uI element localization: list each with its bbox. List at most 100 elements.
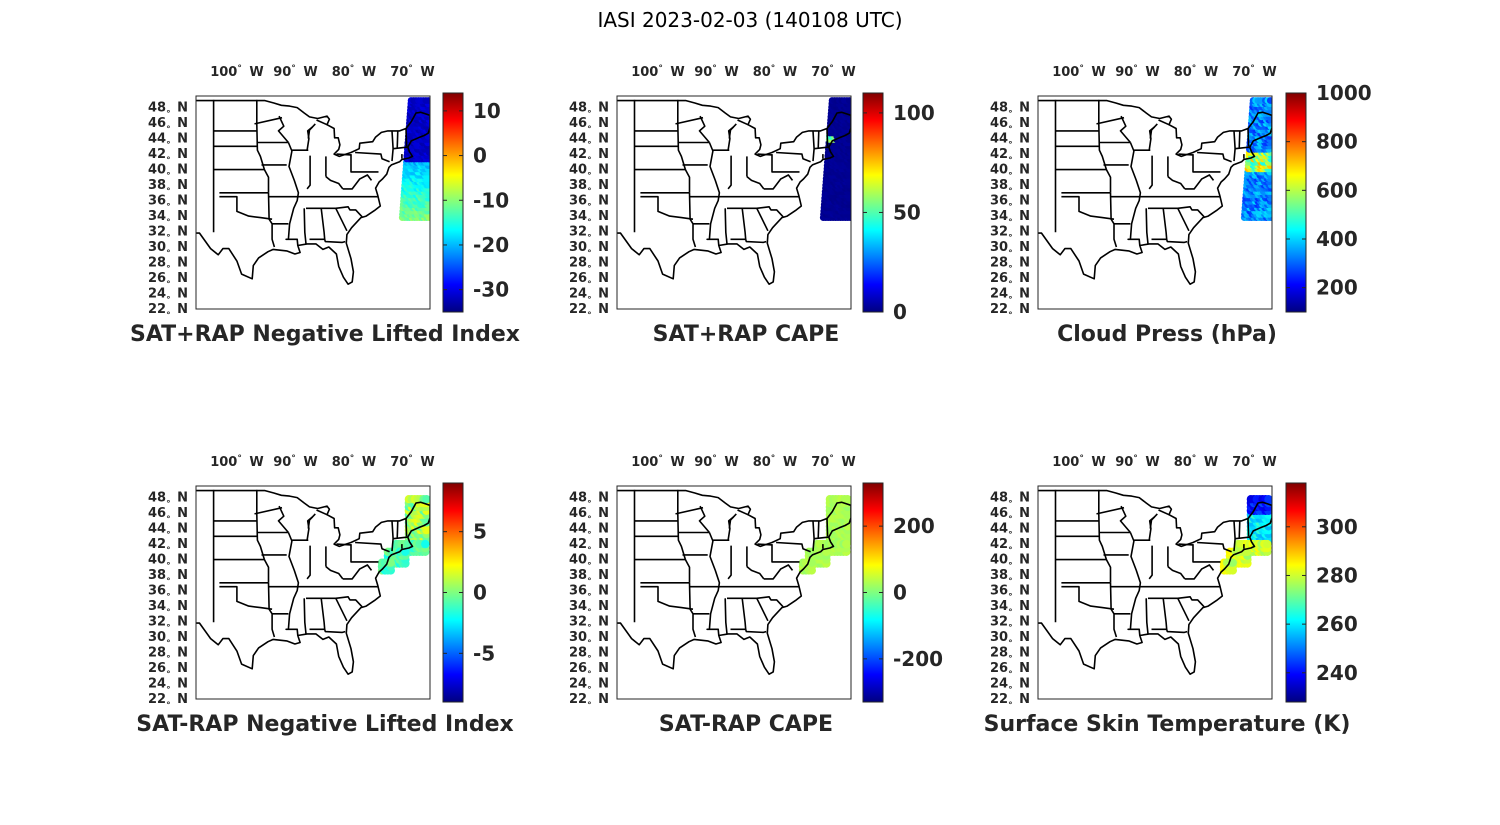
map-frame xyxy=(1037,485,1273,700)
lat-tick-label: 26° N xyxy=(990,661,1030,680)
colorbar-tick-label: 260 xyxy=(1316,612,1358,636)
lat-tick-label: 30° N xyxy=(148,630,188,649)
colorbar-tick-label: 50 xyxy=(893,200,921,224)
state-border xyxy=(1197,151,1232,163)
colorbar-tick-label: 5 xyxy=(473,520,487,544)
state-border xyxy=(335,597,348,622)
state-border xyxy=(640,585,694,610)
state-border xyxy=(219,585,273,610)
footprint-point xyxy=(842,539,851,549)
map-frame xyxy=(195,95,431,310)
state-border xyxy=(1119,115,1132,144)
state-border xyxy=(306,545,311,580)
colorbar xyxy=(442,92,464,313)
lat-tick-label: 36° N xyxy=(148,584,188,603)
lat-tick-label: 38° N xyxy=(148,568,188,587)
state-border xyxy=(285,532,300,636)
lat-tick-label: 46° N xyxy=(990,506,1030,525)
state-border xyxy=(1167,175,1186,190)
state-border xyxy=(706,532,721,636)
us-coastline xyxy=(617,99,851,285)
state-border xyxy=(814,146,829,150)
state-border xyxy=(393,146,408,150)
lat-tick-label: 34° N xyxy=(990,599,1030,618)
lat-tick-label: 32° N xyxy=(990,615,1030,634)
state-border xyxy=(325,175,344,190)
lon-tick-label: 70° W xyxy=(1232,454,1276,470)
state-border xyxy=(763,174,794,190)
colorbar-tick-label: -5 xyxy=(473,641,495,665)
lon-tick-label: 90° W xyxy=(1115,454,1159,470)
lat-tick-label: 34° N xyxy=(990,209,1030,228)
lat-tick-label: 26° N xyxy=(990,271,1030,290)
lat-tick-label: 42° N xyxy=(148,147,188,166)
state-border xyxy=(1197,541,1232,553)
state-border xyxy=(724,598,728,634)
state-border xyxy=(1178,153,1194,156)
lat-tick-label: 42° N xyxy=(148,537,188,556)
lon-tick-label: 80° W xyxy=(332,454,376,470)
lat-tick-label: 38° N xyxy=(990,178,1030,197)
lat-tick-label: 32° N xyxy=(148,615,188,634)
lat-tick-label: 46° N xyxy=(569,116,609,135)
state-boundaries xyxy=(196,489,430,675)
state-border xyxy=(1235,146,1250,150)
map-frame xyxy=(616,485,852,700)
lat-tick-label: 26° N xyxy=(148,271,188,290)
state-border xyxy=(737,119,749,126)
state-border xyxy=(1192,154,1221,173)
state-border xyxy=(1233,520,1236,552)
state-border xyxy=(1127,142,1142,246)
lat-tick-label: 30° N xyxy=(569,240,609,259)
state-border xyxy=(342,564,373,580)
lat-tick-label: 44° N xyxy=(990,522,1030,541)
lat-tick-label: 40° N xyxy=(569,163,609,182)
state-border xyxy=(256,489,266,560)
colorbar-tick-label: 200 xyxy=(1316,276,1358,300)
lat-tick-label: 46° N xyxy=(148,116,188,135)
lat-tick-label: 24° N xyxy=(569,287,609,306)
lat-tick-label: 28° N xyxy=(569,256,609,275)
colorbar-tick-label: 600 xyxy=(1316,178,1358,202)
state-border xyxy=(1098,99,1108,170)
lat-tick-label: 26° N xyxy=(148,661,188,680)
lat-tick-label: 40° N xyxy=(148,553,188,572)
state-border xyxy=(1184,564,1215,580)
footprint-point xyxy=(1264,495,1272,504)
state-border xyxy=(1151,208,1168,241)
lat-tick-label: 46° N xyxy=(148,506,188,525)
panel-title: Cloud Press (hPa) xyxy=(1057,322,1277,347)
state-border xyxy=(306,126,313,151)
state-border xyxy=(306,206,363,218)
state-border xyxy=(1098,489,1108,560)
lat-tick-label: 24° N xyxy=(990,677,1030,696)
lat-tick-label: 46° N xyxy=(990,116,1030,135)
colorbar-tick-label: 1000 xyxy=(1316,81,1372,105)
footprint-point xyxy=(1263,539,1272,549)
state-border xyxy=(730,208,747,241)
lat-tick-label: 26° N xyxy=(569,271,609,290)
state-border xyxy=(1148,206,1205,218)
state-border xyxy=(263,169,270,193)
colorbar xyxy=(1285,92,1307,313)
lat-tick-label: 28° N xyxy=(990,646,1030,665)
state-border xyxy=(1148,596,1205,608)
lat-tick-label: 42° N xyxy=(569,147,609,166)
state-boundaries xyxy=(196,99,430,285)
lon-tick-label: 80° W xyxy=(753,64,797,80)
colorbar-tick-label: 100 xyxy=(893,101,935,125)
lon-tick-label: 90° W xyxy=(694,454,738,470)
map-panel: 100° W 90° W 80° W 70° W 48° N46° N44° N42° … xyxy=(569,64,935,347)
lon-tick-label: 70° W xyxy=(811,64,855,80)
lat-tick-label: 40° N xyxy=(990,163,1030,182)
state-border xyxy=(677,489,687,560)
state-border xyxy=(309,208,326,241)
lat-tick-label: 48° N xyxy=(148,491,188,510)
state-border xyxy=(675,116,704,125)
lat-tick-label: 44° N xyxy=(990,132,1030,151)
state-border xyxy=(405,518,408,537)
lat-tick-label: 34° N xyxy=(569,209,609,228)
lat-tick-label: 48° N xyxy=(569,101,609,120)
lat-tick-label: 24° N xyxy=(569,677,609,696)
state-border xyxy=(1165,239,1188,244)
